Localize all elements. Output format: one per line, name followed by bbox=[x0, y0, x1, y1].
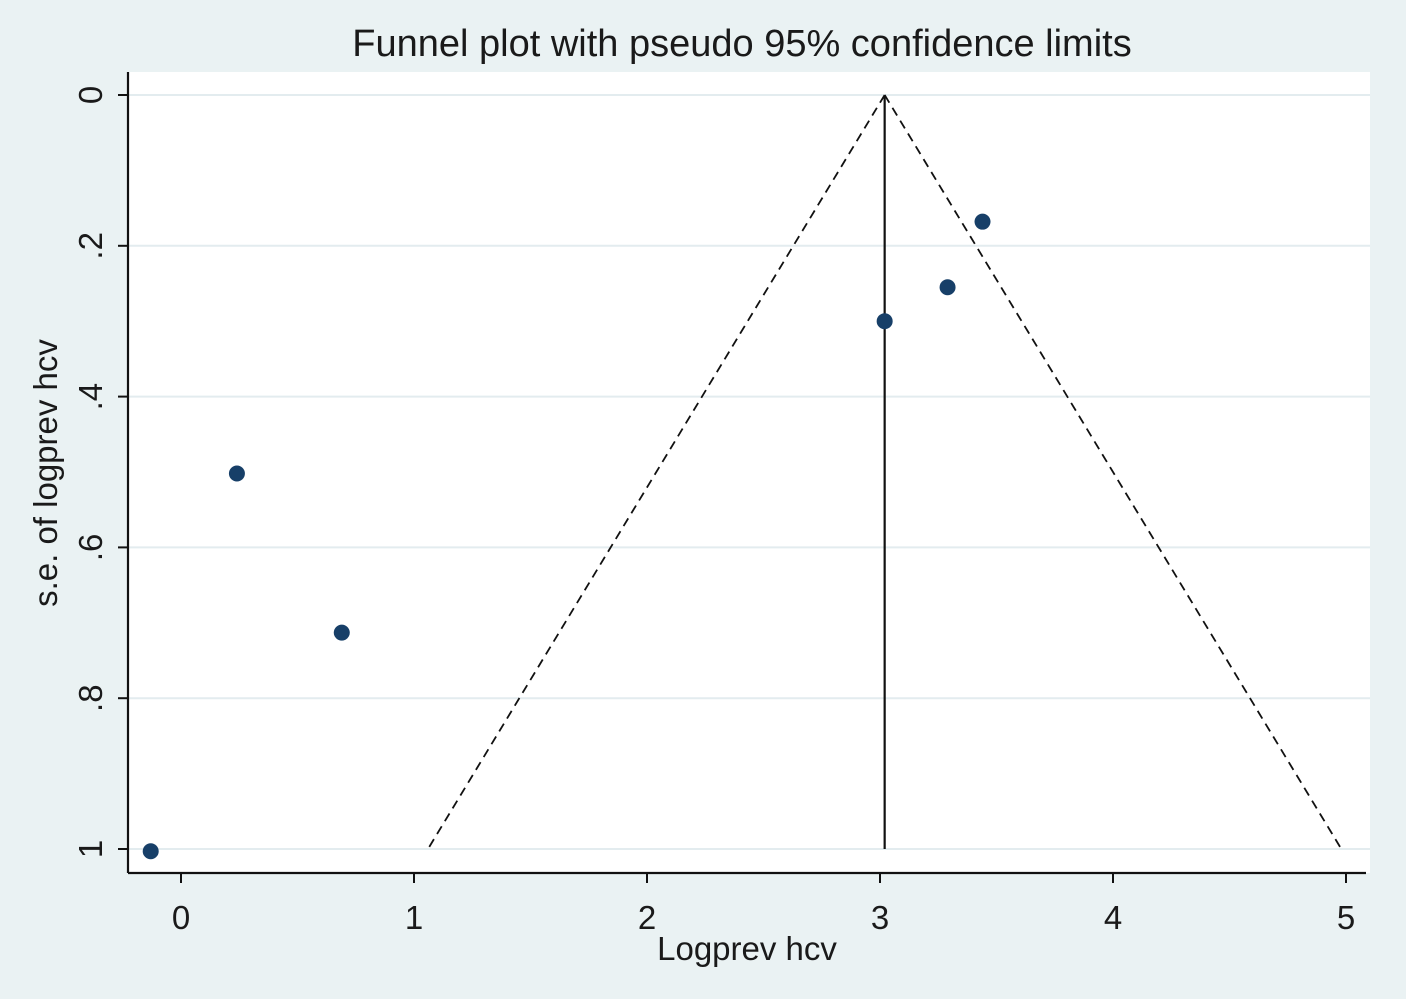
upper-confidence-limit bbox=[883, 94, 1343, 850]
x-tick-label: 1 bbox=[405, 899, 423, 936]
axes: 0 .2 .4 .6 .8 1 0 1 2 3 4 5 bbox=[72, 72, 1366, 936]
data-point bbox=[228, 465, 245, 482]
y-tick-label: .6 bbox=[72, 534, 109, 562]
data-point bbox=[876, 313, 893, 330]
data-points bbox=[142, 213, 991, 860]
y-tick-label: 1 bbox=[72, 840, 109, 858]
y-tick-label: .2 bbox=[72, 232, 109, 260]
chart-title: Funnel plot with pseudo 95% confidence l… bbox=[352, 23, 1131, 65]
data-point bbox=[333, 624, 350, 641]
x-tick-label: 2 bbox=[638, 899, 656, 936]
x-tick-label: 0 bbox=[172, 899, 190, 936]
confidence-limits bbox=[427, 94, 1343, 850]
data-point bbox=[939, 279, 956, 296]
data-point bbox=[974, 213, 991, 230]
x-axis-label: Logprev hcv bbox=[657, 930, 837, 967]
x-tick-label: 5 bbox=[1337, 899, 1355, 936]
x-tick-label: 3 bbox=[871, 899, 889, 936]
y-tick-label: .4 bbox=[72, 383, 109, 411]
y-tick-label: 0 bbox=[72, 86, 109, 104]
grid-lines bbox=[128, 94, 1370, 850]
plot-area bbox=[128, 72, 1370, 873]
x-tick-label: 4 bbox=[1104, 899, 1122, 936]
y-tick-label: .8 bbox=[72, 684, 109, 712]
y-axis-label: s.e. of logprev hcv bbox=[27, 339, 64, 607]
lower-confidence-limit bbox=[427, 94, 886, 850]
data-point bbox=[142, 843, 159, 860]
